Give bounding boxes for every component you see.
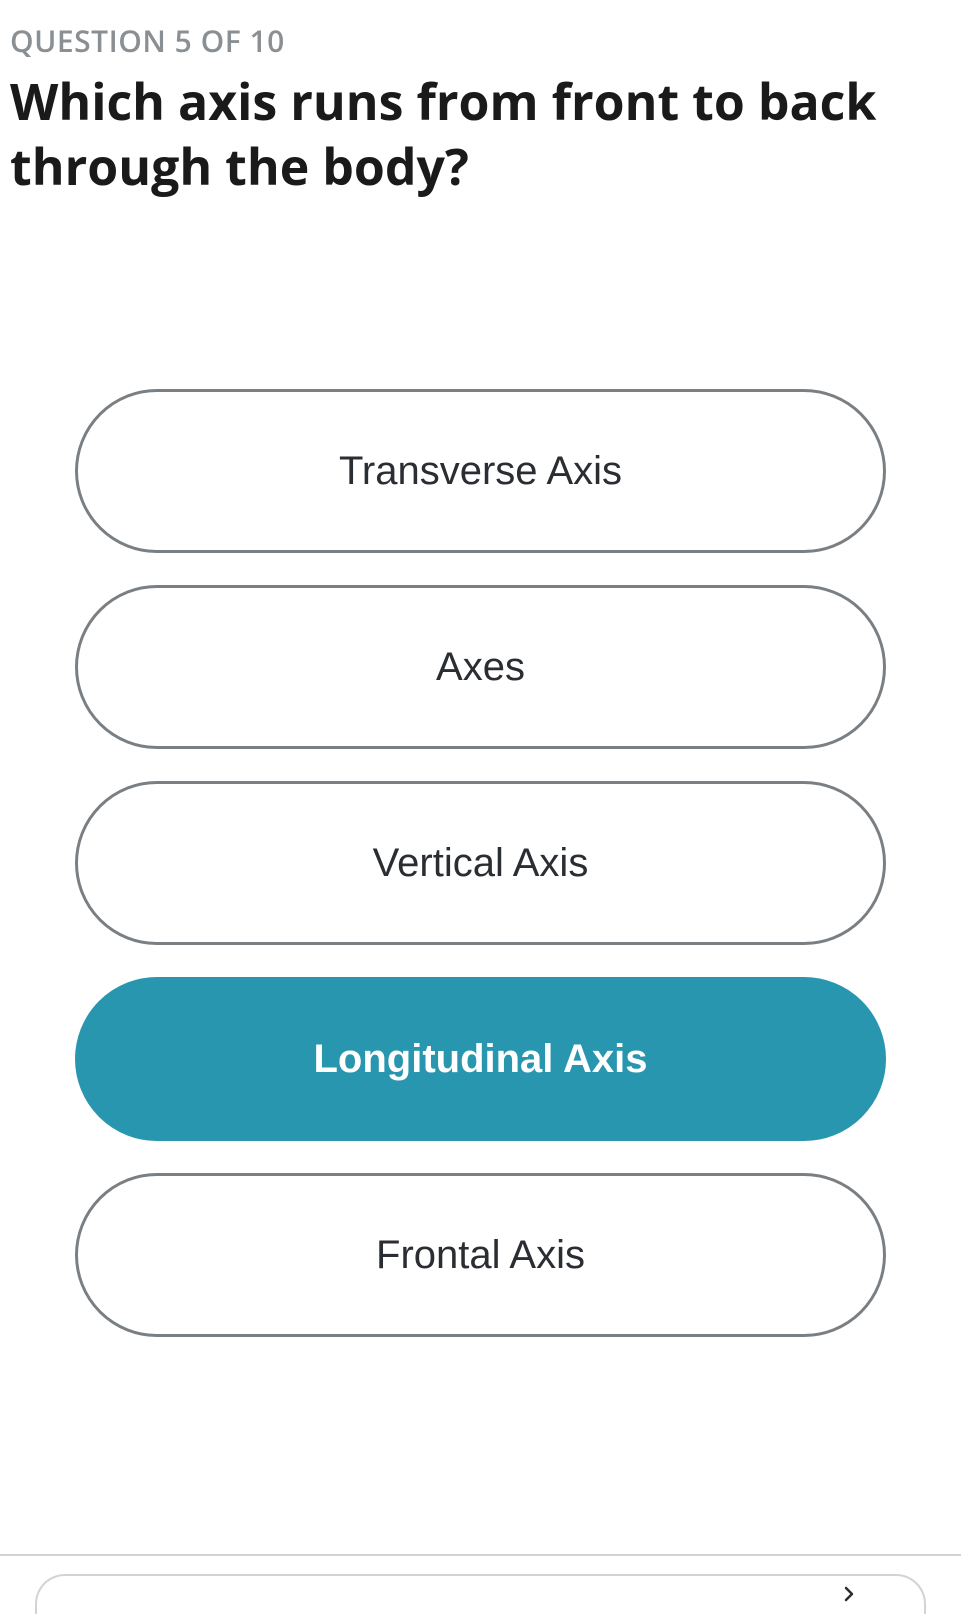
option-longitudinal-axis[interactable]: Longitudinal Axis: [75, 977, 886, 1141]
option-label: Longitudinal Axis: [313, 1037, 647, 1082]
question-number-label: QUESTION 5 OF 10: [10, 20, 951, 61]
option-frontal-axis[interactable]: Frontal Axis: [75, 1173, 886, 1337]
option-axes[interactable]: Axes: [75, 585, 886, 749]
option-vertical-axis[interactable]: Vertical Axis: [75, 781, 886, 945]
option-label: Transverse Axis: [339, 449, 622, 494]
options-container: Transverse Axis Axes Vertical Axis Longi…: [0, 389, 961, 1337]
bottom-panel[interactable]: [35, 1574, 926, 1614]
option-transverse-axis[interactable]: Transverse Axis: [75, 389, 886, 553]
question-header: QUESTION 5 OF 10 Which axis runs from fr…: [0, 0, 961, 199]
option-label: Axes: [436, 645, 525, 690]
option-label: Frontal Axis: [376, 1233, 585, 1278]
next-arrow-icon[interactable]: [834, 1579, 864, 1609]
question-text: Which axis runs from front to back throu…: [10, 69, 951, 199]
option-label: Vertical Axis: [373, 841, 589, 886]
